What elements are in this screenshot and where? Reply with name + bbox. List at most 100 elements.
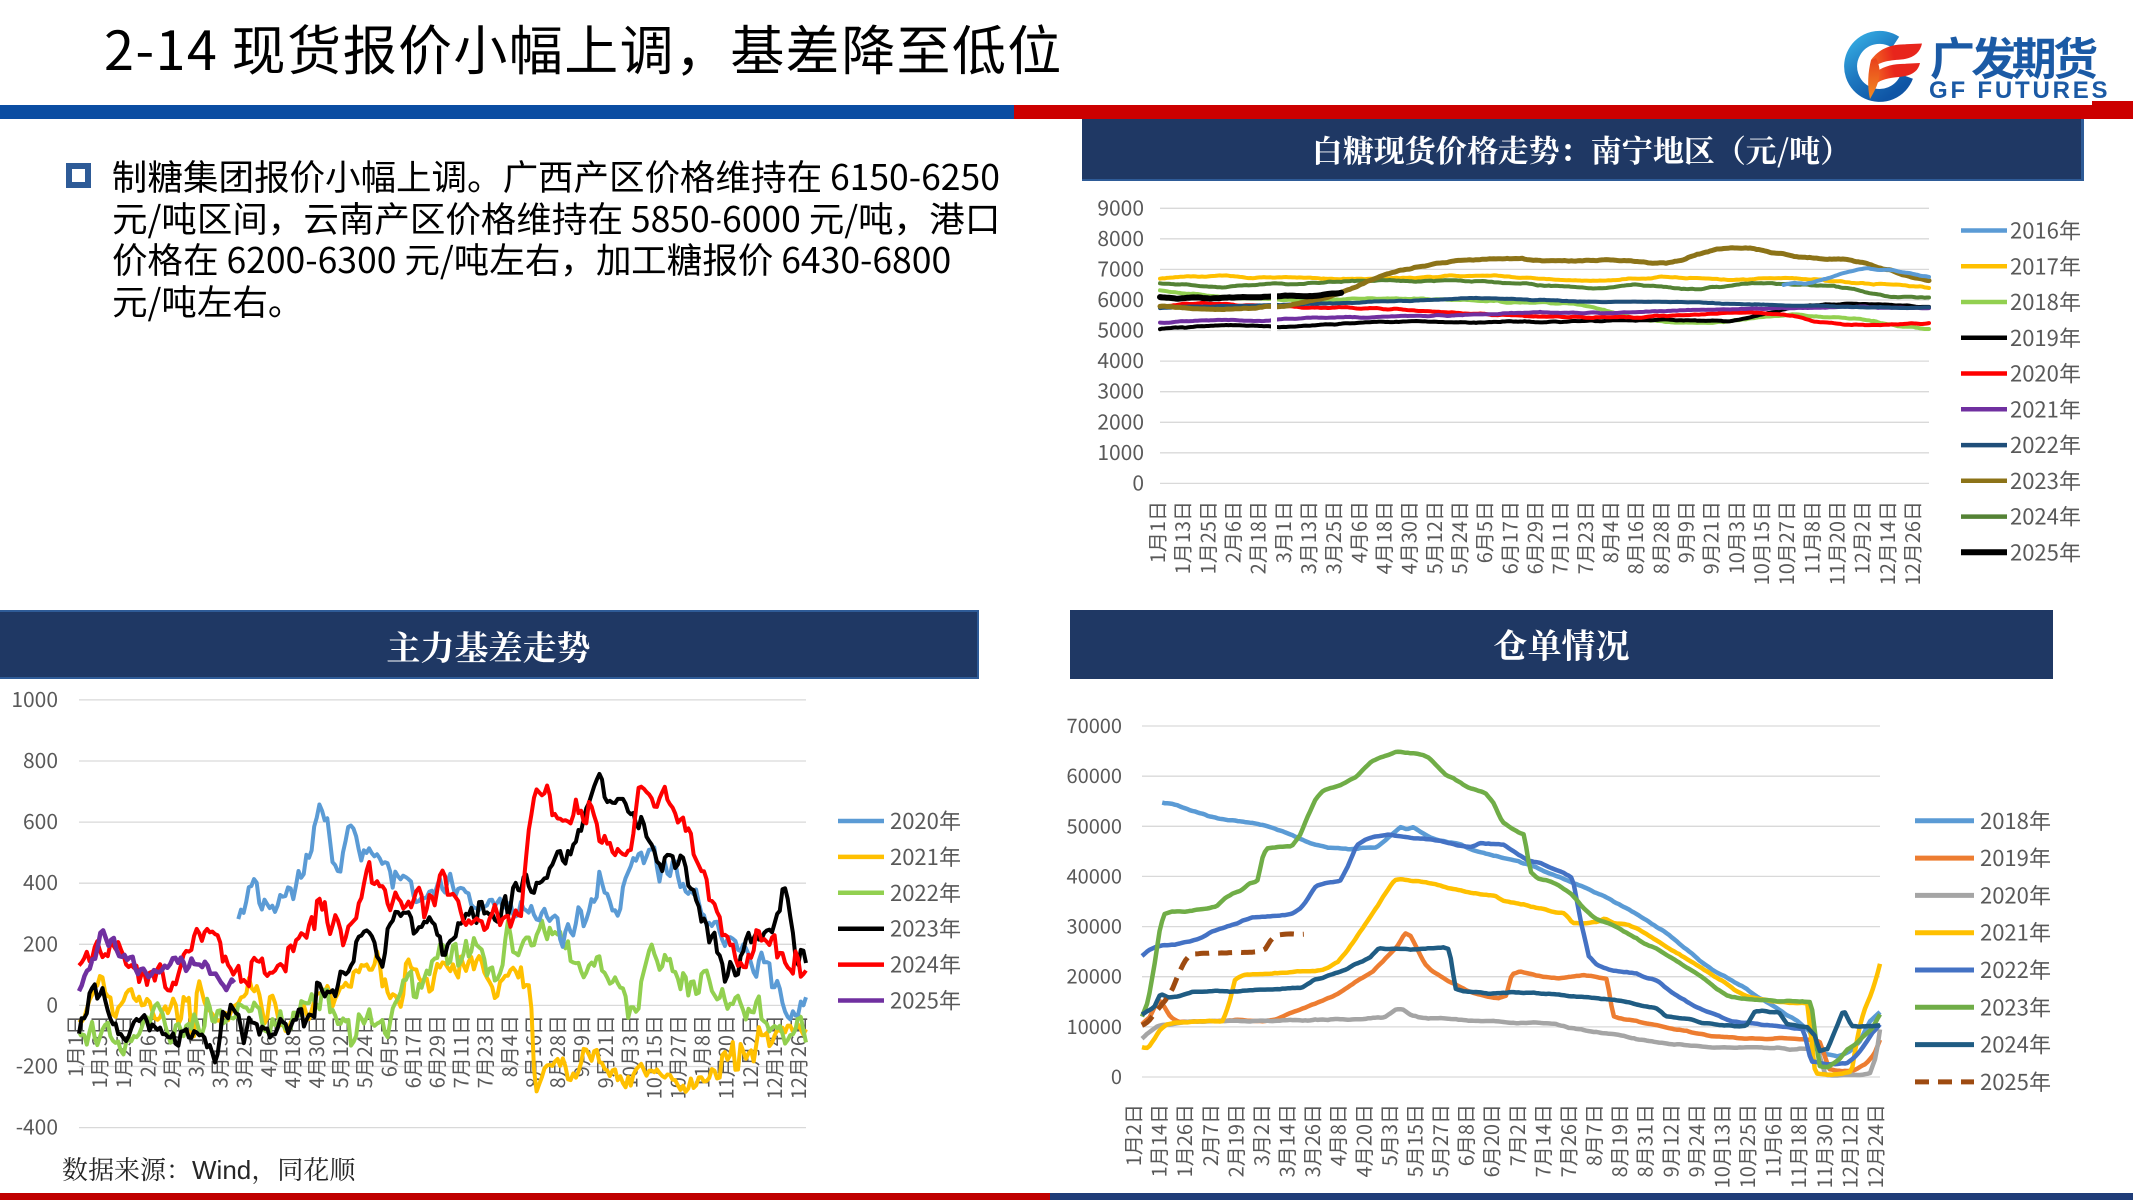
svg-text:12月14日: 12月14日 bbox=[1872, 501, 1901, 585]
svg-text:8月31日: 8月31日 bbox=[1630, 1104, 1659, 1177]
svg-text:50000: 50000 bbox=[1067, 810, 1123, 839]
svg-text:8月28日: 8月28日 bbox=[1645, 501, 1674, 574]
svg-text:12月2日: 12月2日 bbox=[1847, 501, 1876, 574]
svg-text:1月13日: 1月13日 bbox=[1167, 501, 1196, 574]
svg-text:2020年: 2020年 bbox=[890, 804, 961, 836]
svg-text:2023年: 2023年 bbox=[890, 912, 961, 944]
svg-text:2025年: 2025年 bbox=[1980, 1065, 2051, 1097]
svg-text:2021年: 2021年 bbox=[2010, 392, 2081, 424]
svg-text:8月4日: 8月4日 bbox=[1595, 501, 1624, 563]
svg-text:2月7日: 2月7日 bbox=[1195, 1104, 1224, 1166]
svg-text:7月23日: 7月23日 bbox=[470, 1015, 499, 1088]
svg-text:10000: 10000 bbox=[1067, 1011, 1123, 1040]
svg-text:3月2日: 3月2日 bbox=[1246, 1104, 1275, 1166]
svg-text:4月8日: 4月8日 bbox=[1323, 1104, 1352, 1166]
svg-text:1月14日: 1月14日 bbox=[1144, 1104, 1173, 1177]
svg-text:10月25日: 10月25日 bbox=[1732, 1104, 1761, 1188]
svg-text:70000: 70000 bbox=[1067, 710, 1123, 739]
svg-text:30000: 30000 bbox=[1067, 911, 1123, 940]
svg-text:800: 800 bbox=[23, 745, 58, 775]
svg-text:6月8日: 6月8日 bbox=[1451, 1104, 1480, 1166]
svg-text:2024年: 2024年 bbox=[890, 948, 961, 980]
svg-text:5月27日: 5月27日 bbox=[1425, 1104, 1454, 1177]
svg-text:400: 400 bbox=[23, 867, 58, 897]
svg-text:10月15日: 10月15日 bbox=[1746, 501, 1775, 585]
svg-text:2022年: 2022年 bbox=[2010, 428, 2081, 460]
svg-text:5月3日: 5月3日 bbox=[1374, 1104, 1403, 1166]
svg-text:2019年: 2019年 bbox=[2010, 321, 2081, 353]
svg-text:7月11日: 7月11日 bbox=[446, 1015, 475, 1088]
svg-text:1月2日: 1月2日 bbox=[1118, 1104, 1147, 1166]
svg-text:9月24日: 9月24日 bbox=[1681, 1104, 1710, 1177]
svg-text:0: 0 bbox=[1111, 1061, 1122, 1090]
svg-text:11月8日: 11月8日 bbox=[1796, 501, 1825, 574]
svg-text:9月9日: 9月9日 bbox=[1671, 501, 1700, 563]
svg-text:1000: 1000 bbox=[1097, 437, 1144, 467]
svg-text:1月26日: 1月26日 bbox=[1169, 1104, 1198, 1177]
svg-text:2021年: 2021年 bbox=[1980, 916, 2051, 948]
svg-text:2023年: 2023年 bbox=[1980, 990, 2051, 1022]
svg-text:3月26日: 3月26日 bbox=[1297, 1104, 1326, 1177]
svg-text:2019年: 2019年 bbox=[1980, 841, 2051, 873]
svg-text:6000: 6000 bbox=[1097, 284, 1144, 314]
svg-text:10月13日: 10月13日 bbox=[1707, 1104, 1736, 1188]
svg-text:6月17日: 6月17日 bbox=[397, 1015, 426, 1088]
svg-text:1000: 1000 bbox=[11, 684, 58, 714]
svg-text:4月6日: 4月6日 bbox=[1343, 501, 1372, 563]
svg-text:5000: 5000 bbox=[1097, 315, 1144, 345]
svg-text:5月12日: 5月12日 bbox=[1419, 501, 1448, 574]
svg-text:10月3日: 10月3日 bbox=[1721, 501, 1750, 574]
svg-text:2024年: 2024年 bbox=[1980, 1028, 2051, 1060]
svg-text:6月17日: 6月17日 bbox=[1494, 501, 1523, 574]
svg-text:1月25日: 1月25日 bbox=[1192, 501, 1221, 574]
svg-text:2016年: 2016年 bbox=[2010, 214, 2081, 246]
svg-text:3月25日: 3月25日 bbox=[1318, 501, 1347, 574]
svg-text:9月12日: 9月12日 bbox=[1655, 1104, 1684, 1177]
svg-text:2018年: 2018年 bbox=[1980, 804, 2051, 836]
svg-text:6月20日: 6月20日 bbox=[1476, 1104, 1505, 1177]
svg-text:8月19日: 8月19日 bbox=[1604, 1104, 1633, 1177]
svg-text:2025年: 2025年 bbox=[2010, 535, 2081, 567]
svg-text:11月18日: 11月18日 bbox=[1783, 1104, 1812, 1188]
svg-text:2022年: 2022年 bbox=[890, 876, 961, 908]
svg-text:12月26日: 12月26日 bbox=[1897, 501, 1926, 585]
svg-text:4000: 4000 bbox=[1097, 345, 1144, 375]
svg-text:5月24日: 5月24日 bbox=[1444, 501, 1473, 574]
svg-text:6月29日: 6月29日 bbox=[1520, 501, 1549, 574]
svg-text:7月23日: 7月23日 bbox=[1570, 501, 1599, 574]
svg-text:2月6日: 2月6日 bbox=[1218, 501, 1247, 563]
svg-text:2020年: 2020年 bbox=[2010, 357, 2081, 389]
svg-text:6月5日: 6月5日 bbox=[1469, 501, 1498, 563]
svg-text:10月27日: 10月27日 bbox=[1771, 501, 1800, 585]
svg-text:7月2日: 7月2日 bbox=[1502, 1104, 1531, 1166]
svg-text:0: 0 bbox=[1132, 467, 1144, 497]
svg-text:3000: 3000 bbox=[1097, 376, 1144, 406]
svg-text:10月15日: 10月15日 bbox=[638, 1015, 667, 1099]
svg-text:2023年: 2023年 bbox=[2010, 464, 2081, 496]
svg-text:2018年: 2018年 bbox=[2010, 285, 2081, 317]
svg-text:3月14日: 3月14日 bbox=[1272, 1104, 1301, 1177]
svg-text:-400: -400 bbox=[16, 1112, 58, 1142]
svg-text:11月30日: 11月30日 bbox=[1809, 1104, 1838, 1188]
svg-text:11月20日: 11月20日 bbox=[1822, 501, 1851, 585]
svg-text:4月20日: 4月20日 bbox=[1348, 1104, 1377, 1177]
svg-text:12月24日: 12月24日 bbox=[1860, 1104, 1889, 1188]
svg-text:2021年: 2021年 bbox=[890, 840, 961, 872]
svg-text:9月21日: 9月21日 bbox=[1696, 501, 1725, 574]
svg-text:3月1日: 3月1日 bbox=[1268, 501, 1297, 563]
svg-text:8月16日: 8月16日 bbox=[1620, 501, 1649, 574]
svg-text:7月26日: 7月26日 bbox=[1553, 1104, 1582, 1177]
svg-text:2月19日: 2月19日 bbox=[1220, 1104, 1249, 1177]
svg-text:2月18日: 2月18日 bbox=[1243, 501, 1272, 574]
svg-text:8000: 8000 bbox=[1097, 223, 1144, 253]
svg-text:-200: -200 bbox=[16, 1051, 58, 1081]
svg-text:11月6日: 11月6日 bbox=[1758, 1104, 1787, 1177]
svg-text:1月1日: 1月1日 bbox=[60, 1015, 89, 1077]
svg-text:20000: 20000 bbox=[1067, 961, 1123, 990]
svg-text:2024年: 2024年 bbox=[2010, 500, 2081, 532]
svg-text:8月4日: 8月4日 bbox=[494, 1015, 523, 1077]
svg-text:2000: 2000 bbox=[1097, 406, 1144, 436]
svg-text:200: 200 bbox=[23, 928, 58, 958]
svg-text:600: 600 bbox=[23, 806, 58, 836]
svg-text:12月12日: 12月12日 bbox=[1834, 1104, 1863, 1188]
